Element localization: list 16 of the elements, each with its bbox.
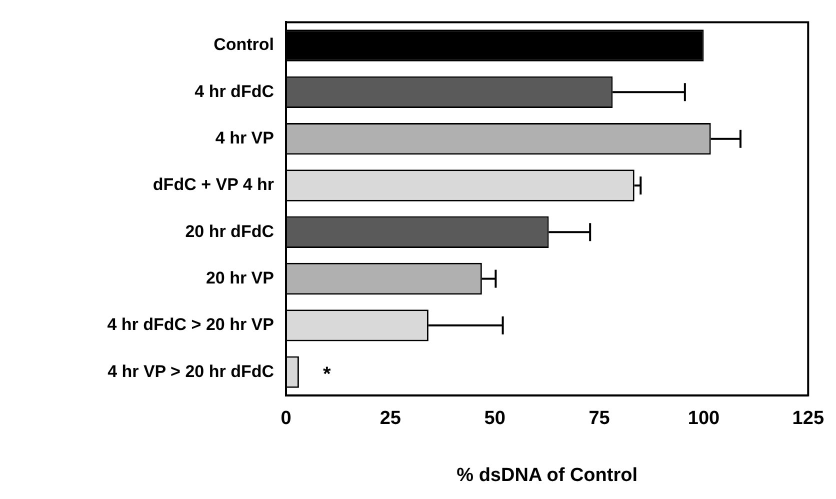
x-tick-label: 100 <box>688 408 720 430</box>
y-tick-label: dFdC + VP 4 hr <box>152 175 274 194</box>
y-tick-label: 4 hr VP <box>215 128 274 148</box>
x-tick-label: 125 <box>792 408 824 430</box>
x-axis-title: % dsDNA of Control <box>456 464 638 486</box>
y-tick-label: 4 hr VP > 20 hr dFdC <box>108 362 274 381</box>
annotation: * <box>323 364 332 386</box>
x-tick-label: 75 <box>588 408 610 430</box>
y-tick-label: 20 hr VP <box>206 268 274 288</box>
y-tick-label: Control <box>214 35 274 54</box>
y-tick-label: 20 hr dFdC <box>185 222 274 241</box>
y-tick-label: 4 hr dFdC <box>194 82 274 101</box>
x-tick-label: 0 <box>280 408 292 430</box>
x-tick-label: 25 <box>380 408 402 430</box>
x-tick-label: 50 <box>484 408 506 430</box>
y-tick-label: 4 hr dFdC > 20 hr VP <box>107 315 274 334</box>
